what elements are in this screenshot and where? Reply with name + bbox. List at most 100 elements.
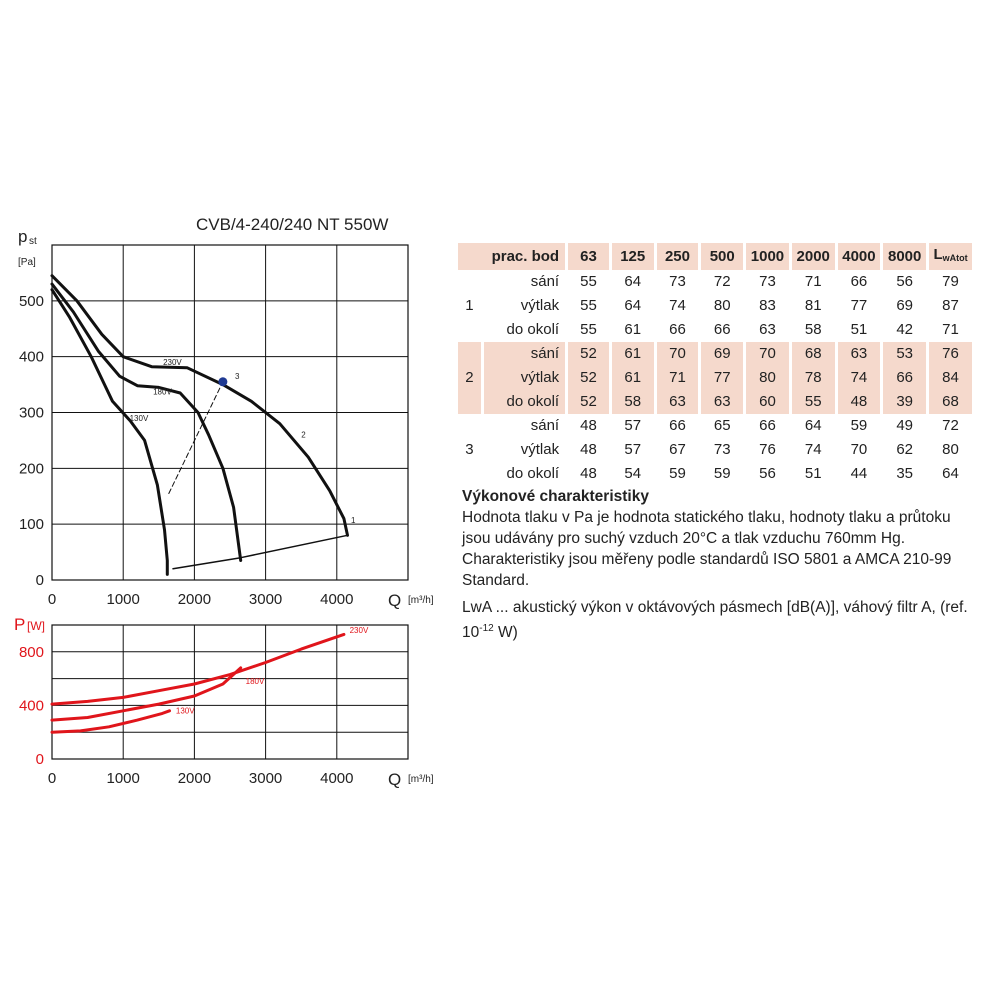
noise-table: prac. bod 63 125 250 500 1000 2000 4000 8000 LwAt… [455,243,975,486]
table-row: do okolí 52 58 63 63 60 55 48 39 68 [458,390,972,414]
pressure-ytick-label: 400 [19,349,44,366]
table-cell: 77 [850,297,868,314]
table-cell: 77 [701,366,744,390]
point-number [458,342,481,366]
point-number: 2 [458,366,481,390]
table-cell: 69 [701,342,744,366]
pressure-ytick-label: 500 [19,293,44,310]
table-row: 1 výtlak 55 64 74 80 83 81 77 69 87 [458,294,972,318]
table-cell: 48 [837,390,881,414]
power-xtick-label: 0 [48,770,56,787]
pressure-chart-labels: 0 1000 2000 3000 4000 0 100 200 300 400 500 Q [m³/h]… [18,227,434,610]
pressure-operating-point [218,377,228,387]
power-xtick-label: 4000 [320,770,353,787]
table-cell: 70 [656,342,699,366]
header-band-125: 125 [611,243,654,270]
table-cell: 72 [942,417,959,434]
table-cell: 80 [942,441,959,458]
power-chart-labels: 0 1000 2000 3000 4000 0 400 800 Q [m³/h] P [W] 230V 1… [14,615,434,789]
pressure-chart-curves [50,274,349,576]
table-cell: 55 [580,273,597,290]
table-cell: 62 [896,441,914,458]
chart-title: CVB/4-240/240 NT 550W [196,215,388,234]
table-cell: 66 [850,273,868,290]
table-cell: 80 [746,366,789,390]
table-cell: 64 [942,465,959,482]
table-cell: 61 [611,342,654,366]
table-cell: 64 [624,273,642,290]
table-cell: 71 [804,273,822,290]
description-paragraph: Hodnota tlaku v Pa je hodnota statického… [462,509,952,589]
table-row: sání 48 57 66 65 66 64 59 49 72 [458,414,972,438]
table-cell: 58 [611,390,654,414]
condition-label: výtlak [520,441,560,458]
table-cell: 48 [580,465,597,482]
table-cell: 73 [669,273,686,290]
power-ytick-label: 0 [36,751,44,768]
power-chart-curves [50,632,346,734]
table-cell: 61 [611,366,654,390]
table-cell: 59 [850,417,868,434]
pressure-xtick-label: 1000 [107,591,140,608]
point-number: 1 [465,297,474,314]
table-cell: 60 [746,390,789,414]
power-series-130v [50,709,171,734]
table-cell: 48 [580,441,597,458]
table-cell: 57 [624,417,642,434]
pressure-annotation: 1 [351,516,356,525]
header-band-4000: 4000 [837,243,881,270]
footnote-tail: W) [493,624,518,642]
point-number [458,462,481,486]
header-band-2000: 2000 [791,243,835,270]
pressure-annotation: 180V [153,388,172,397]
point-number [458,270,481,294]
table-cell: 66 [759,417,776,434]
table-cell: 80 [713,297,731,314]
table-cell: 51 [850,321,868,338]
footnote-text: LwA ... akustický výkon v oktávových pás… [462,599,968,642]
table-cell: 55 [580,321,597,338]
power-xtick-label: 2000 [178,770,211,787]
table-cell: 71 [656,366,699,390]
table-cell: 83 [759,297,776,314]
pressure-annotation: 2 [301,431,306,440]
table-header-row: prac. bod 63 125 250 500 1000 2000 4000 8000 LwAt… [458,243,972,270]
table-cell: 49 [896,417,914,434]
pressure-ylabel-sub: st [29,236,37,247]
condition-label: do okolí [506,321,560,338]
table-cell: 73 [713,441,731,458]
power-frame [51,624,409,760]
header-lwatot: LwAtot [929,243,972,270]
table-row: 3 výtlak 48 57 67 73 76 74 70 62 80 [458,438,972,462]
table-cell: 44 [850,465,868,482]
table-cell: 55 [580,297,597,314]
footnote-exponent: -12 [479,623,494,634]
condition-label: sání [530,273,560,290]
pressure-xtick-label: 2000 [178,591,211,608]
table-cell: 59 [669,465,686,482]
power-annotation: 230V [350,626,369,635]
pressure-ytick-label: 0 [36,572,44,589]
table-row: sání 55 64 73 72 73 71 66 56 79 [458,270,972,294]
table-cell: 54 [624,465,642,482]
table-cell: 39 [883,390,927,414]
table-cell: 52 [568,390,609,414]
power-ytick-label: 800 [19,644,44,661]
power-annotation: 180V [246,677,265,686]
table-cell: 35 [896,465,914,482]
pressure-ytick-label: 100 [19,516,44,533]
table-cell: 52 [568,342,609,366]
pressure-ytick-label: 300 [19,405,44,422]
pressure-xlabel-unit: [m³/h] [408,595,434,606]
table-cell: 53 [883,342,927,366]
pressure-series-180v [50,282,243,562]
description-footnote: LwA ... akustický výkon v oktávových pás… [462,597,982,643]
table-cell: 66 [669,417,686,434]
condition-label: do okolí [506,465,560,482]
table-row: sání 52 61 70 69 70 68 63 53 76 [458,342,972,366]
pressure-series-system-line [172,534,349,570]
table-cell: 71 [942,321,959,338]
power-chart-grid [51,624,409,760]
table-cell: 63 [701,390,744,414]
pressure-series-130v [50,288,169,576]
